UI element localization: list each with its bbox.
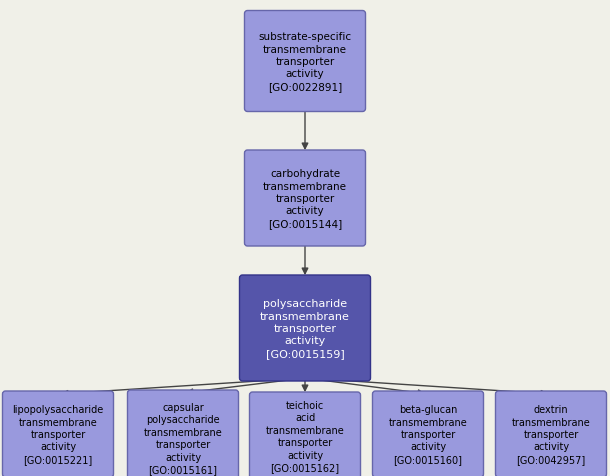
Text: carbohydrate
transmembrane
transporter
activity
[GO:0015144]: carbohydrate transmembrane transporter a… [263,169,347,228]
Text: polysaccharide
transmembrane
transporter
activity
[GO:0015159]: polysaccharide transmembrane transporter… [260,298,350,358]
FancyBboxPatch shape [127,390,239,476]
FancyBboxPatch shape [245,11,365,112]
Text: capsular
polysaccharide
transmembrane
transporter
activity
[GO:0015161]: capsular polysaccharide transmembrane tr… [143,402,223,474]
Text: substrate-specific
transmembrane
transporter
activity
[GO:0022891]: substrate-specific transmembrane transpo… [259,32,351,91]
FancyBboxPatch shape [495,391,606,476]
FancyBboxPatch shape [240,276,370,381]
FancyBboxPatch shape [249,392,361,476]
Text: beta-glucan
transmembrane
transporter
activity
[GO:0015160]: beta-glucan transmembrane transporter ac… [389,404,467,464]
FancyBboxPatch shape [2,391,113,476]
Text: teichoic
acid
transmembrane
transporter
activity
[GO:0015162]: teichoic acid transmembrane transporter … [265,400,345,472]
Text: lipopolysaccharide
transmembrane
transporter
activity
[GO:0015221]: lipopolysaccharide transmembrane transpo… [12,404,104,464]
FancyBboxPatch shape [373,391,484,476]
Text: dextrin
transmembrane
transporter
activity
[GO:0042957]: dextrin transmembrane transporter activi… [512,404,590,464]
FancyBboxPatch shape [245,151,365,247]
